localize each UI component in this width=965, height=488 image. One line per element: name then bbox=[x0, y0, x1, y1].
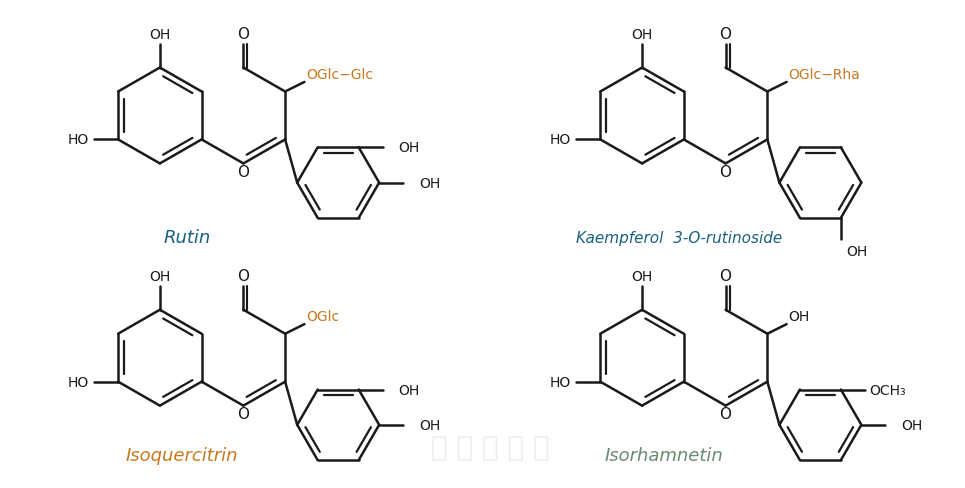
Text: O: O bbox=[720, 406, 731, 421]
Text: OH: OH bbox=[419, 176, 440, 190]
Text: OGlc: OGlc bbox=[307, 309, 340, 324]
Text: OH: OH bbox=[150, 269, 171, 284]
Text: OH: OH bbox=[631, 28, 652, 41]
Text: OH: OH bbox=[901, 418, 923, 432]
Text: HO: HO bbox=[550, 375, 571, 389]
Text: HO: HO bbox=[68, 375, 89, 389]
Text: OCH₃: OCH₃ bbox=[868, 383, 905, 397]
Text: 나 大 지 촌 네: 나 大 지 촌 네 bbox=[430, 433, 549, 461]
Text: O: O bbox=[237, 27, 249, 42]
Text: Rutin: Rutin bbox=[163, 228, 210, 246]
Text: OH: OH bbox=[419, 418, 440, 432]
Text: OGlc−Rha: OGlc−Rha bbox=[788, 68, 861, 82]
Text: Isorhamnetin: Isorhamnetin bbox=[605, 446, 724, 464]
Text: O: O bbox=[237, 164, 249, 180]
Text: O: O bbox=[237, 269, 249, 284]
Text: O: O bbox=[237, 406, 249, 421]
Text: OH: OH bbox=[399, 141, 420, 155]
Text: OH: OH bbox=[631, 269, 652, 284]
Text: OGlc−Glc: OGlc−Glc bbox=[307, 68, 373, 82]
Text: Kaempferol  3-O-rutinoside: Kaempferol 3-O-rutinoside bbox=[576, 230, 782, 245]
Text: Isoquercitrin: Isoquercitrin bbox=[125, 446, 238, 464]
Text: HO: HO bbox=[68, 133, 89, 147]
Text: OH: OH bbox=[399, 383, 420, 397]
Text: O: O bbox=[720, 164, 731, 180]
Text: O: O bbox=[720, 269, 731, 284]
Text: O: O bbox=[720, 27, 731, 42]
Text: OH: OH bbox=[150, 28, 171, 41]
Text: OH: OH bbox=[788, 309, 810, 324]
Text: OH: OH bbox=[846, 245, 868, 259]
Text: HO: HO bbox=[550, 133, 571, 147]
